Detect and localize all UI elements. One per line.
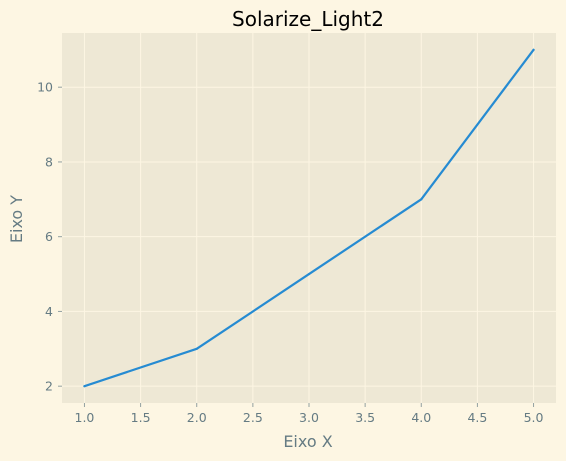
series-group [83, 48, 535, 388]
x-tick-label: 2.5 [243, 410, 263, 425]
y-tick-label: 10 [37, 80, 53, 95]
x-axis-label: Eixo X [283, 432, 332, 451]
x-tick-label: 1.5 [131, 410, 151, 425]
chart-title: Solarize_Light2 [232, 7, 384, 31]
x-tick-label: 4.5 [467, 410, 487, 425]
x-axis: 1.0 1.5 2.0 2.5 3.0 3.5 4.0 4.5 5.0 [75, 403, 544, 425]
x-tick-label: 2.0 [187, 410, 207, 425]
data-point [307, 272, 311, 276]
x-tick-label: 5.0 [524, 410, 544, 425]
x-tick-label: 3.0 [299, 410, 319, 425]
y-tick-label: 8 [45, 154, 53, 169]
x-tick-label: 1.0 [75, 410, 95, 425]
data-point [420, 198, 423, 201]
grid [62, 33, 556, 403]
y-tick-label: 4 [45, 304, 53, 319]
data-point [195, 347, 198, 350]
y-axis: 2 4 6 8 10 [37, 80, 62, 394]
x-tick-label: 4.0 [411, 410, 431, 425]
x-tick-label: 3.5 [355, 410, 375, 425]
data-point [532, 48, 535, 51]
y-axis-label: Eixo Y [7, 195, 26, 243]
y-tick-label: 2 [45, 379, 53, 394]
data-point [83, 385, 86, 388]
y-tick-label: 6 [45, 229, 53, 244]
